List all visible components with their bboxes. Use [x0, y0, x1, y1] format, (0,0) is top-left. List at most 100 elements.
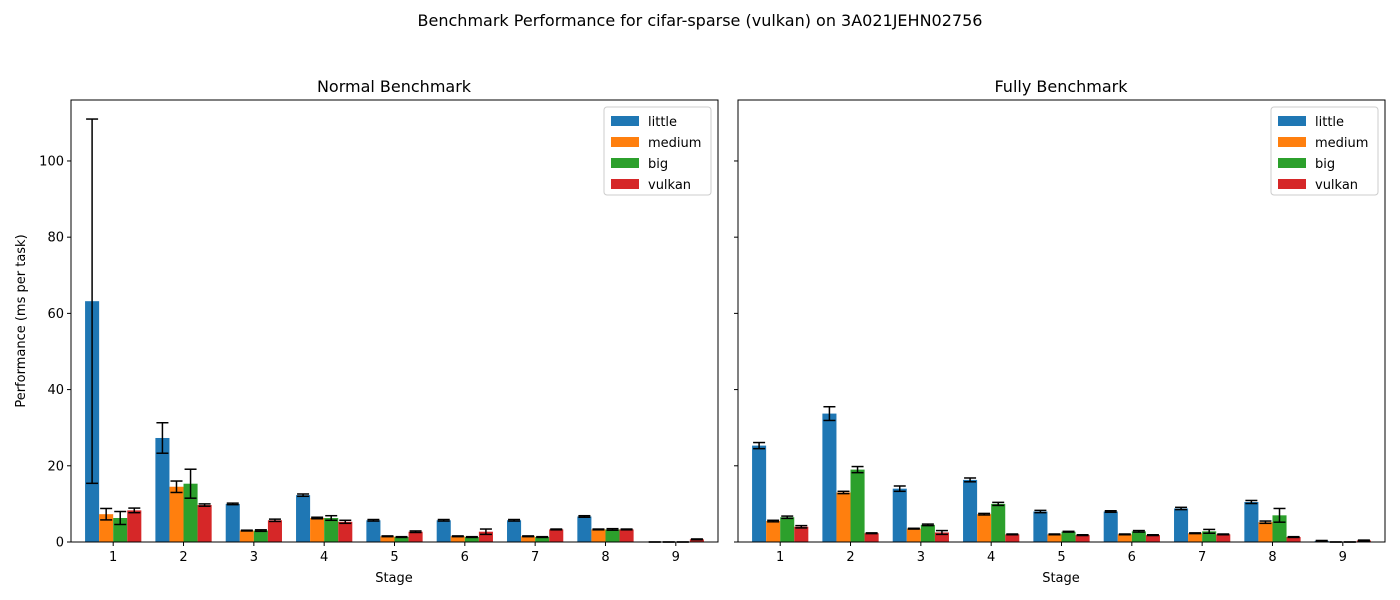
bar-big-stage-8 [605, 529, 620, 542]
bar-vulkan-stage-4 [1005, 534, 1020, 542]
panel-fully: Fully Benchmark Stage 1 2 3 4 5 6 7 8 9 little med… [734, 77, 1386, 586]
axes-frame [737, 99, 1386, 543]
bar-medium-stage-2 [836, 492, 851, 542]
panel-title: Fully Benchmark [994, 77, 1128, 96]
legend-label-medium: medium [1315, 136, 1368, 151]
bar-vulkan-stage-6 [478, 531, 493, 542]
legend-label-medium: medium [648, 136, 701, 151]
legend-label-big: big [648, 157, 668, 172]
bar-vulkan-stage-3 [267, 520, 282, 542]
bar-little-stage-6 [436, 520, 451, 542]
plot-area-fully: 1 2 3 4 5 6 7 8 9 little medium big vulkan [734, 99, 1386, 565]
bar-vulkan-stage-3 [934, 532, 949, 542]
axes-frame [70, 99, 719, 543]
legend-swatch-little [1278, 116, 1306, 126]
x-tick-label: 7 [1198, 550, 1206, 565]
x-tick-label: 3 [917, 550, 925, 565]
bar-big-stage-7 [1202, 531, 1217, 542]
bar-vulkan-stage-2 [197, 505, 212, 542]
bar-big-stage-3 [253, 530, 268, 542]
legend-swatch-vulkan [611, 179, 639, 189]
legend-label-big: big [1315, 157, 1335, 172]
y-tick-label: 100 [39, 154, 64, 169]
x-tick-label: 2 [179, 550, 187, 565]
bar-medium-stage-5 [1047, 534, 1062, 542]
bar-little-stage-5 [366, 520, 381, 542]
bar-vulkan-stage-6 [1145, 535, 1160, 542]
bar-little-stage-4 [963, 479, 978, 542]
x-tick-label: 8 [1268, 550, 1276, 565]
bar-medium-stage-4 [310, 517, 325, 542]
x-tick-label: 6 [461, 550, 469, 565]
bar-little-stage-1 [752, 445, 767, 542]
legend-swatch-medium [1278, 137, 1306, 147]
legend-box [603, 106, 712, 196]
bar-vulkan-stage-9 [689, 539, 704, 542]
x-tick-label: 4 [320, 550, 328, 565]
bar-little-stage-7 [1174, 508, 1189, 542]
bar-big-stage-5 [394, 537, 409, 542]
panel-title: Normal Benchmark [317, 77, 472, 96]
legend-swatch-big [611, 158, 639, 168]
x-tick-label: 5 [1057, 550, 1065, 565]
bar-little-stage-4 [296, 495, 311, 542]
bar-little-stage-5 [1033, 511, 1048, 542]
bar-medium-stage-7 [1188, 533, 1203, 542]
bar-big-stage-1 [780, 517, 795, 542]
bar-vulkan-stage-8 [1286, 537, 1301, 542]
bar-medium-stage-4 [977, 514, 992, 542]
bar-little-stage-3 [892, 488, 907, 542]
bar-big-stage-3 [920, 524, 935, 542]
bar-vulkan-stage-8 [619, 529, 634, 542]
y-tick-label: 20 [47, 459, 64, 474]
x-tick-label: 2 [846, 550, 854, 565]
bar-big-stage-4 [324, 517, 339, 542]
bar-big-stage-5 [1061, 531, 1076, 542]
legend-swatch-big [1278, 158, 1306, 168]
legend-label-vulkan: vulkan [648, 178, 691, 193]
bar-medium-stage-6 [1117, 534, 1132, 542]
bar-vulkan-stage-1 [127, 510, 142, 542]
bar-medium-stage-7 [521, 536, 536, 542]
bar-big-stage-6 [1131, 531, 1146, 542]
bar-big-stage-2 [850, 469, 865, 542]
legend-swatch-medium [611, 137, 639, 147]
bar-big-stage-7 [535, 537, 550, 542]
y-axis-label: Performance (ms per task) [14, 234, 29, 407]
x-tick-label: 9 [1339, 550, 1347, 565]
legend-box [1270, 106, 1379, 196]
bar-medium-stage-1 [99, 514, 114, 542]
bar-vulkan-stage-7 [549, 529, 564, 542]
y-tick-label: 0 [56, 536, 64, 551]
bar-vulkan-stage-7 [1216, 534, 1231, 542]
x-tick-label: 1 [776, 550, 784, 565]
x-tick-label: 9 [672, 550, 680, 565]
bar-little-stage-2 [155, 437, 170, 542]
legend-swatch-little [611, 116, 639, 126]
bar-vulkan-stage-4 [338, 521, 353, 542]
x-tick-label: 7 [531, 550, 539, 565]
x-tick-label: 1 [109, 550, 117, 565]
bar-vulkan-stage-1 [794, 526, 809, 542]
bar-big-stage-6 [464, 537, 479, 542]
bar-medium-stage-8 [591, 529, 606, 542]
bar-medium-stage-5 [380, 536, 395, 542]
bar-little-stage-6 [1103, 511, 1118, 542]
x-axis-label: Stage [1042, 571, 1080, 586]
bar-little-stage-7 [507, 520, 522, 542]
y-tick-label: 60 [47, 307, 64, 322]
legend-swatch-vulkan [1278, 179, 1306, 189]
legend-label-vulkan: vulkan [1315, 178, 1358, 193]
bar-little-stage-2 [822, 413, 837, 542]
bar-medium-stage-2 [169, 486, 184, 542]
x-tick-label: 5 [390, 550, 398, 565]
panel-normal: Normal Benchmark Performance (ms per tas… [14, 77, 719, 586]
legend-label-little: little [648, 115, 677, 130]
x-tick-label: 6 [1128, 550, 1136, 565]
bar-little-stage-3 [225, 503, 240, 542]
bar-medium-stage-3 [906, 528, 921, 542]
plot-area-normal: 0 20 40 60 80 100 1 2 3 4 5 6 7 8 9 little medium big vulk… [39, 99, 719, 565]
bar-big-stage-4 [991, 503, 1006, 542]
bar-medium-stage-6 [450, 536, 465, 542]
